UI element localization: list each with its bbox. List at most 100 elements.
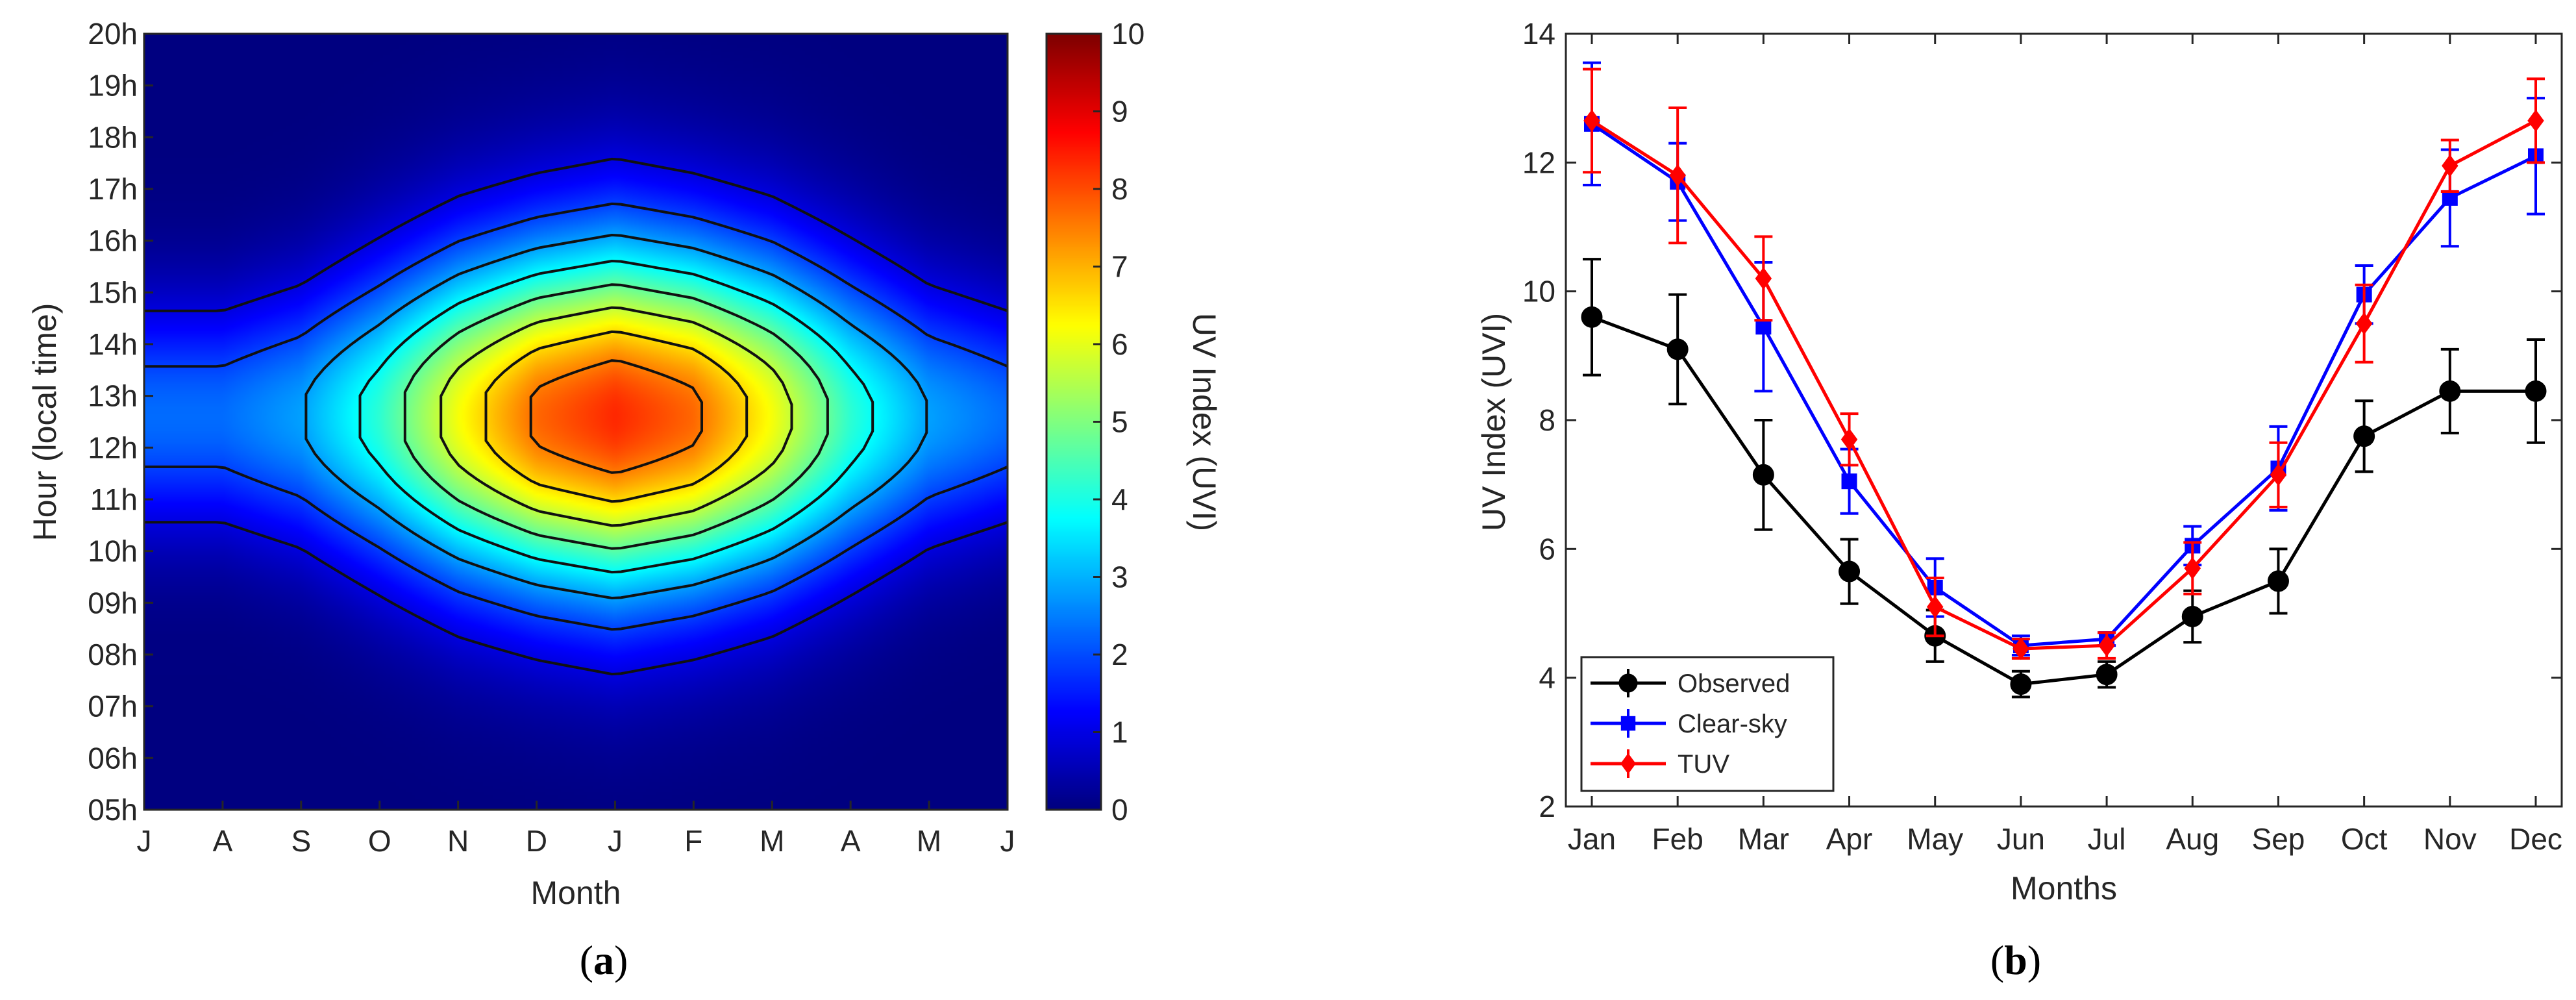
- x-tick-label: Jul: [2088, 822, 2126, 856]
- contour-lines: [144, 157, 1008, 676]
- line-chart-y-axis-title: UV Index (UVI): [1476, 313, 1512, 531]
- x-tick-label: M: [760, 824, 784, 858]
- x-tick-label: Sep: [2252, 822, 2305, 856]
- y-tick-label: 2: [1539, 790, 1555, 823]
- colorbar-label: UV Index (UVI): [1186, 313, 1222, 531]
- panel-label-a-letter: a: [593, 937, 614, 983]
- panel-label-a: (a): [580, 937, 628, 983]
- x-tick-label: J: [137, 824, 152, 858]
- contour-line: [304, 233, 928, 600]
- y-tick-label: 19h: [88, 69, 138, 103]
- contour-line: [484, 330, 749, 503]
- data-point-circle: [2096, 664, 2118, 686]
- data-point-diamond: [2270, 464, 2287, 486]
- contour-line: [403, 283, 829, 550]
- y-tick-label: 18h: [88, 120, 138, 154]
- data-point-square: [1841, 473, 1857, 490]
- contour-line: [358, 259, 874, 574]
- data-point-circle: [1839, 560, 1861, 582]
- data-point-circle: [1618, 673, 1638, 693]
- contour-line: [144, 202, 1008, 368]
- data-point-diamond: [2184, 556, 2201, 580]
- colorbar-tick-label: 9: [1111, 95, 1128, 129]
- x-tick-label: Mar: [1738, 822, 1789, 856]
- legend-entry: TUV: [1591, 749, 1729, 779]
- legend-label: Clear-sky: [1678, 710, 1787, 738]
- data-point-circle: [1752, 464, 1774, 486]
- y-tick-label: 12: [1522, 145, 1555, 179]
- colorbar-ticks: 0 1 2 3 4 5 6 7 8 9 10: [1093, 17, 1145, 827]
- y-tick-label: 20h: [88, 17, 138, 51]
- data-point-diamond: [1755, 267, 1772, 290]
- data-point-circle: [1581, 306, 1603, 328]
- x-tick-label: F: [684, 824, 702, 858]
- y-tick-label: 10h: [88, 534, 138, 568]
- x-tick-label: Aug: [2166, 822, 2219, 856]
- data-point-circle: [2010, 673, 2032, 695]
- line-chart-series: [1581, 61, 2547, 699]
- line-chart-panel: 2 4 6 8 10 12 14 Jan Feb Mar Apr May Jun Jul Aug Sep Oc…: [1476, 17, 2563, 983]
- heatmap-image: [144, 34, 1008, 810]
- data-point-square: [1620, 716, 1636, 731]
- contour-line: [144, 521, 1008, 676]
- x-tick-label: A: [841, 824, 861, 858]
- colorbar-gradient: [1046, 34, 1101, 810]
- heatmap-panel: 05h 06h 07h 08h 09h 10h 11h 12h 13h 14h 15h 16h 17h 1…: [27, 17, 1222, 983]
- x-tick-label: Dec: [2509, 822, 2562, 856]
- data-point-diamond: [1926, 595, 1944, 618]
- colorbar-tick-label: 7: [1111, 250, 1128, 284]
- colorbar-tick-label: 2: [1111, 638, 1128, 671]
- y-tick-label: 12h: [88, 431, 138, 464]
- y-tick-label: 05h: [88, 793, 138, 827]
- line-chart-x-axis-title: Months: [2011, 870, 2117, 906]
- data-point-diamond: [1840, 428, 1858, 451]
- y-tick-label: 11h: [90, 482, 138, 516]
- heatmap-y-ticks: 05h 06h 07h 08h 09h 10h 11h 12h 13h 14h 15h 16h 17h 1…: [88, 17, 153, 827]
- heatmap-y-axis-title: Hour (local time): [27, 303, 63, 542]
- y-tick-label: 14: [1522, 17, 1555, 51]
- x-tick-label: Jun: [1997, 822, 2045, 856]
- series-tuv: [1583, 68, 2545, 660]
- data-point-circle: [2353, 425, 2375, 447]
- x-tick-label: M: [917, 824, 941, 858]
- y-tick-label: 08h: [88, 638, 138, 671]
- data-point-circle: [2181, 605, 2203, 627]
- contour-line: [144, 465, 1008, 631]
- data-point-diamond: [1669, 164, 1686, 187]
- y-tick-label: 07h: [88, 690, 138, 723]
- colorbar-tick-label: 5: [1111, 405, 1128, 439]
- data-point-diamond: [1583, 109, 1600, 132]
- data-point-diamond: [1620, 753, 1636, 775]
- series-line: [1591, 122, 2537, 647]
- series-line: [1591, 315, 2536, 686]
- legend-label: Observed: [1678, 669, 1790, 698]
- y-tick-label: 13h: [88, 379, 138, 413]
- data-point-diamond: [2527, 109, 2544, 132]
- series-line: [1591, 119, 2537, 651]
- y-tick-label: 14h: [88, 327, 138, 361]
- x-tick-label: S: [291, 824, 311, 858]
- x-tick-label: Apr: [1826, 822, 1873, 856]
- contour-line: [144, 157, 1008, 312]
- colorbar-tick-label: 1: [1111, 716, 1128, 749]
- heatmap-x-axis-title: Month: [531, 875, 621, 911]
- x-tick-label: O: [368, 824, 391, 858]
- data-point-circle: [2267, 570, 2289, 592]
- y-tick-label: 16h: [88, 224, 138, 258]
- contour-line: [440, 306, 793, 527]
- y-tick-label: 17h: [88, 172, 138, 206]
- y-tick-label: 8: [1539, 403, 1555, 437]
- x-tick-label: N: [447, 824, 469, 858]
- x-tick-label: Jan: [1568, 822, 1616, 856]
- contour-line: [529, 359, 703, 474]
- legend-entry: Clear-sky: [1591, 709, 1787, 738]
- colorbar-tick-label: 6: [1111, 327, 1128, 361]
- panel-label-b: (b): [1990, 937, 2041, 983]
- x-tick-label: May: [1907, 822, 1963, 856]
- data-point-circle: [2439, 380, 2461, 402]
- colorbar-tick-label: 4: [1111, 482, 1128, 516]
- heatmap-frame: [143, 32, 1009, 811]
- series-observed: [1581, 258, 2547, 699]
